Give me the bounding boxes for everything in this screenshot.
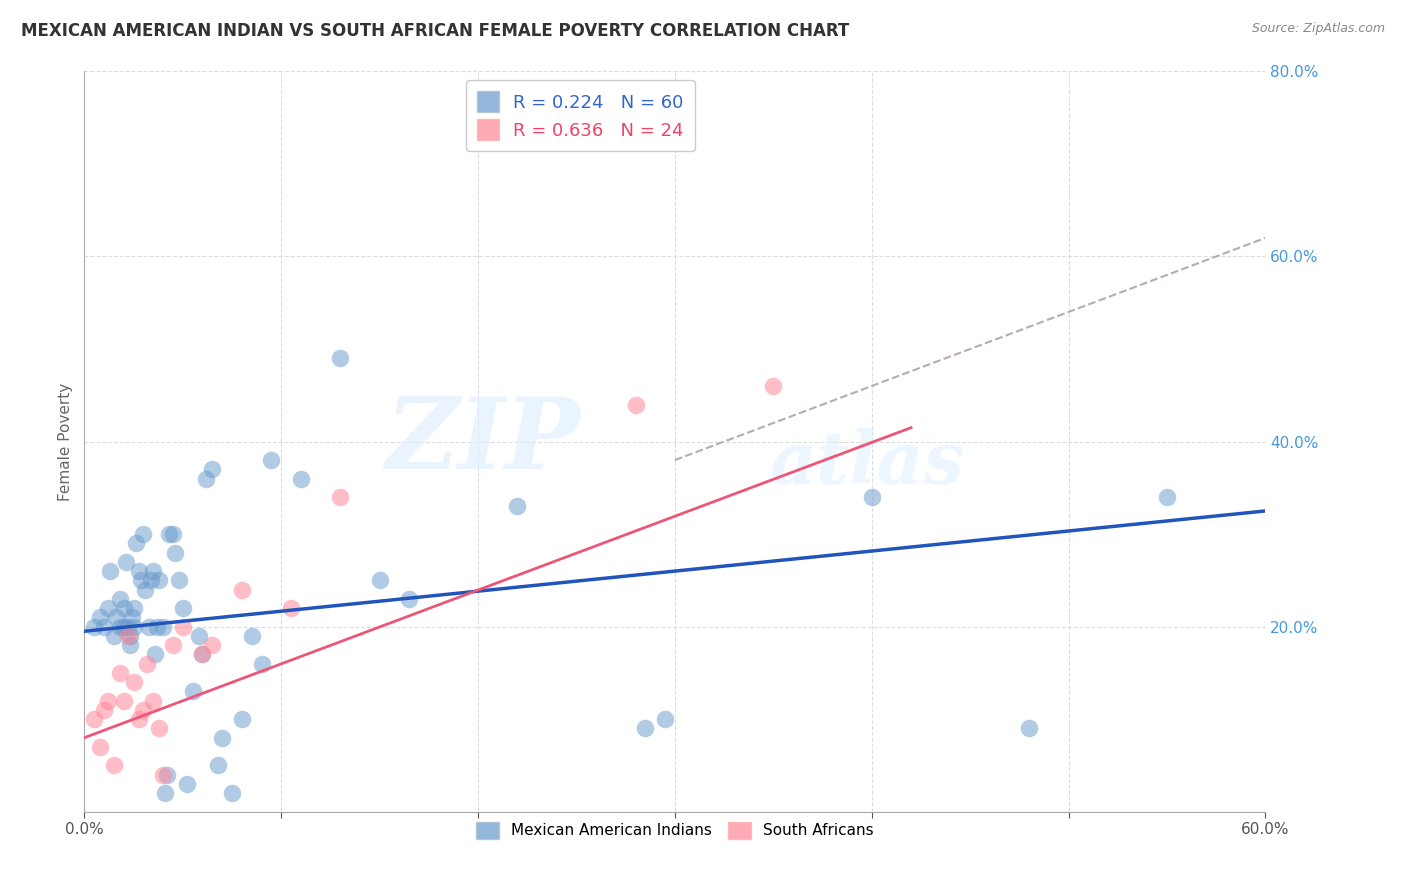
Text: atlas: atlas: [769, 428, 965, 500]
Point: [329, 351, 352, 366]
Point: [187, 629, 209, 643]
Point: [152, 767, 174, 781]
Point: [118, 629, 141, 643]
Point: [112, 619, 135, 633]
Point: [142, 564, 165, 578]
Point: [143, 648, 166, 662]
Point: [103, 629, 125, 643]
Point: [231, 582, 253, 597]
Point: [280, 601, 302, 615]
Point: [89, 610, 111, 624]
Point: [118, 638, 141, 652]
Point: [121, 610, 143, 624]
Point: [114, 555, 136, 569]
Point: [141, 574, 163, 588]
Text: ZIP: ZIP: [385, 393, 581, 490]
Point: [108, 591, 131, 606]
Point: [156, 767, 179, 781]
Point: [762, 379, 785, 393]
Point: [624, 398, 647, 412]
Point: [124, 536, 146, 550]
Point: [138, 619, 160, 633]
Point: [1156, 490, 1178, 504]
Point: [172, 601, 194, 615]
Point: [122, 675, 145, 690]
Text: MEXICAN AMERICAN INDIAN VS SOUTH AFRICAN FEMALE POVERTY CORRELATION CHART: MEXICAN AMERICAN INDIAN VS SOUTH AFRICAN…: [21, 22, 849, 40]
Point: [148, 722, 170, 736]
Point: [290, 472, 312, 486]
Point: [191, 648, 214, 662]
Point: [163, 545, 186, 560]
Point: [117, 619, 139, 633]
Point: [148, 574, 170, 588]
Point: [634, 722, 657, 736]
Point: [153, 786, 176, 800]
Point: [103, 758, 125, 772]
Y-axis label: Female Poverty: Female Poverty: [58, 383, 73, 500]
Point: [122, 619, 145, 633]
Point: [108, 619, 131, 633]
Point: [93, 619, 115, 633]
Point: [260, 453, 283, 467]
Point: [142, 694, 165, 708]
Point: [231, 712, 253, 726]
Point: [83, 712, 105, 726]
Text: Source: ZipAtlas.com: Source: ZipAtlas.com: [1251, 22, 1385, 36]
Point: [329, 490, 352, 504]
Point: [162, 638, 184, 652]
Point: [104, 610, 127, 624]
Point: [398, 591, 420, 606]
Point: [89, 739, 111, 754]
Point: [122, 601, 145, 615]
Point: [132, 703, 155, 717]
Legend: Mexican American Indians, South Africans: Mexican American Indians, South Africans: [470, 816, 880, 845]
Point: [207, 758, 229, 772]
Point: [368, 574, 391, 588]
Point: [240, 629, 263, 643]
Point: [98, 564, 121, 578]
Point: [108, 665, 131, 680]
Point: [221, 786, 243, 800]
Point: [172, 619, 194, 633]
Point: [134, 582, 156, 597]
Point: [112, 694, 135, 708]
Point: [131, 574, 153, 588]
Point: [152, 619, 174, 633]
Point: [201, 638, 224, 652]
Point: [506, 500, 529, 514]
Point: [83, 619, 105, 633]
Point: [157, 527, 180, 541]
Point: [132, 527, 155, 541]
Point: [128, 564, 150, 578]
Point: [112, 601, 135, 615]
Point: [93, 703, 115, 717]
Point: [162, 527, 184, 541]
Point: [176, 777, 198, 791]
Point: [97, 601, 120, 615]
Point: [191, 648, 214, 662]
Point: [250, 657, 273, 671]
Point: [181, 684, 204, 698]
Point: [97, 694, 120, 708]
Point: [128, 712, 150, 726]
Point: [1018, 722, 1040, 736]
Point: [195, 472, 218, 486]
Point: [136, 657, 159, 671]
Point: [860, 490, 883, 504]
Point: [654, 712, 676, 726]
Point: [211, 731, 233, 745]
Point: [117, 629, 139, 643]
Point: [167, 574, 190, 588]
Point: [201, 462, 224, 476]
Point: [146, 619, 169, 633]
